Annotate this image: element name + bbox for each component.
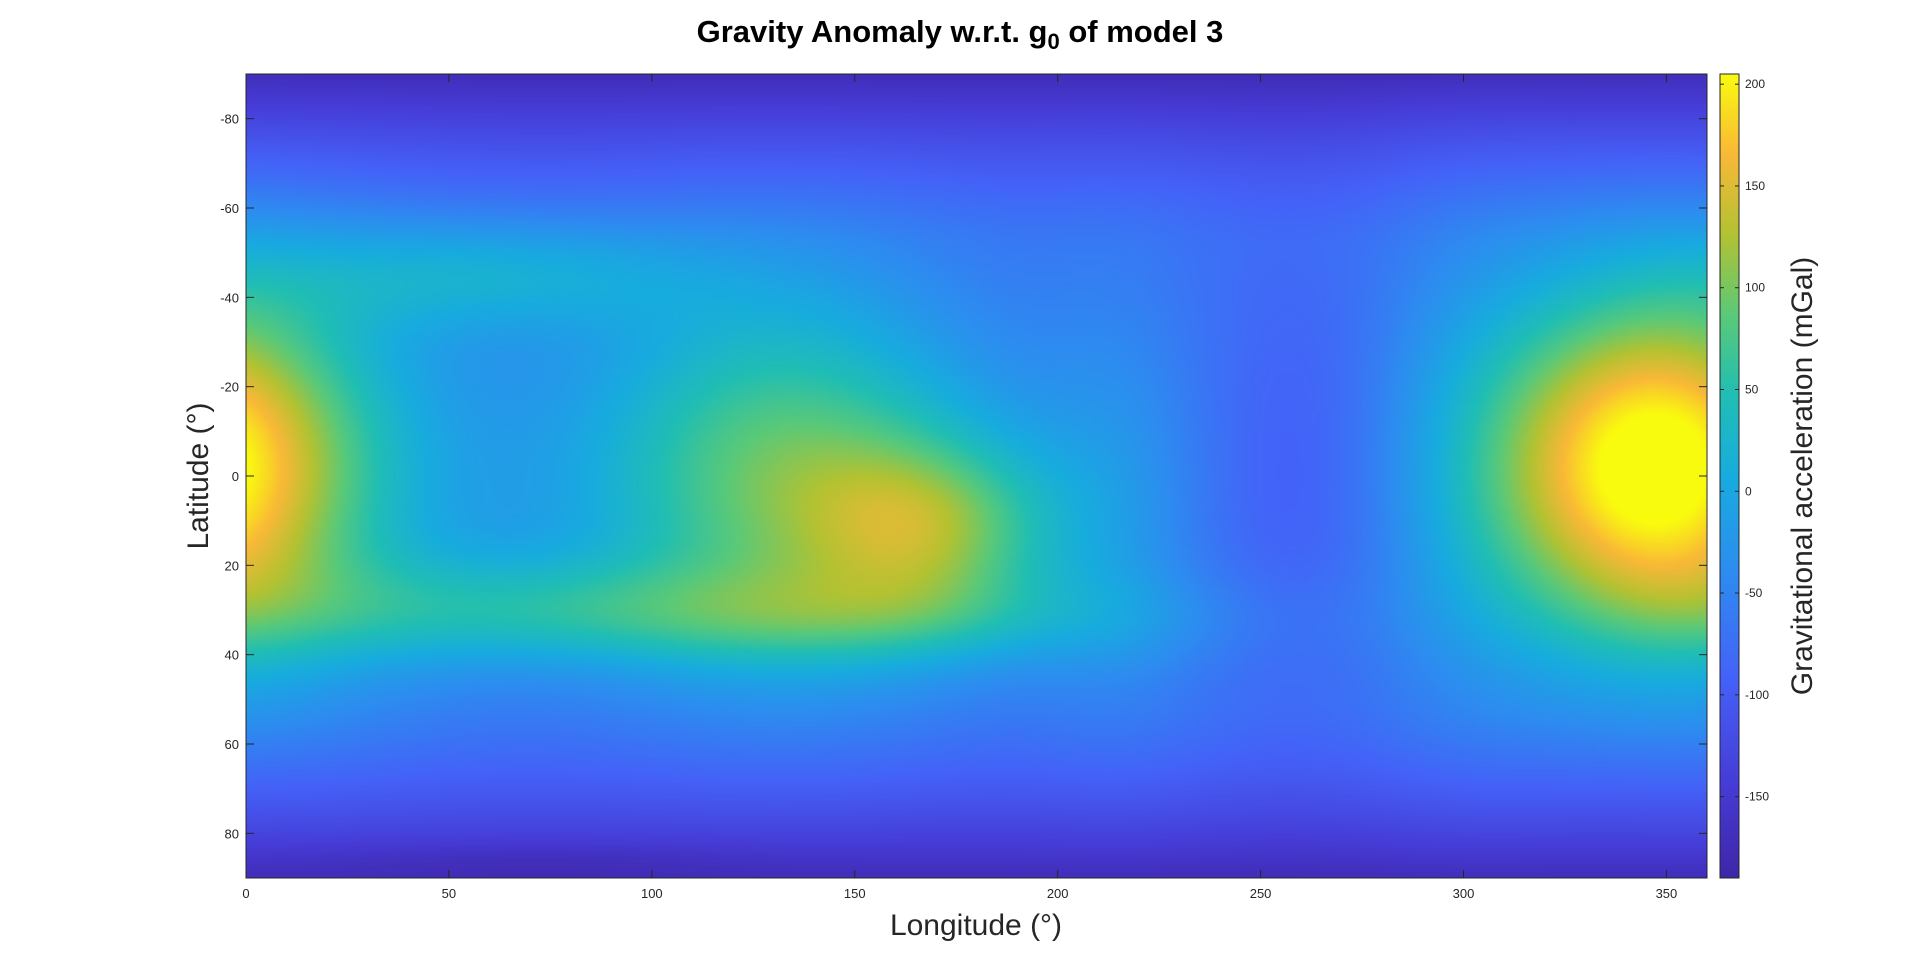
heatmap-image: [246, 74, 1707, 878]
x-axis-label: Longitude (°): [890, 909, 1062, 942]
chart-title-suffix: of model 3: [1059, 14, 1224, 49]
colorbar-ticks: -150 -100 -50 0 50 100 150 200: [1720, 77, 1769, 804]
y-tick-label: -40: [220, 290, 239, 305]
x-tick-label: 200: [1047, 886, 1069, 901]
x-tick-label: 350: [1656, 886, 1678, 901]
y-tick-label: -60: [220, 201, 239, 216]
y-tick-label: 60: [225, 737, 239, 752]
chart-title: Gravity Anomaly w.r.t. g0 of model 3: [0, 14, 1920, 55]
x-axis: 0 50 100 150 200 250 300 350: [242, 74, 1677, 901]
x-tick-label: 0: [242, 886, 249, 901]
colorbar-tick-label: 100: [1745, 281, 1765, 295]
x-tick-label: 150: [844, 886, 866, 901]
colorbar-gradient: [1719, 73, 1740, 879]
colorbar-tick-label: -100: [1745, 688, 1769, 702]
x-tick-label: 100: [641, 886, 663, 901]
x-tick-label: 300: [1453, 886, 1475, 901]
chart-title-main: Gravity Anomaly w.r.t. g: [696, 14, 1048, 49]
y-tick-label: 40: [225, 648, 239, 663]
x-tick-label: 250: [1250, 886, 1272, 901]
y-tick-label: 20: [225, 558, 239, 573]
chart-title-subscript: 0: [1047, 29, 1060, 55]
x-tick-label: 50: [442, 886, 456, 901]
y-tick-label: -80: [220, 112, 239, 127]
y-tick-label: 0: [232, 469, 239, 484]
colorbar-tick-label: -50: [1745, 586, 1763, 600]
colorbar-tick-label: 0: [1745, 484, 1752, 498]
colorbar: -150 -100 -50 0 50 100 150 200: [1719, 73, 1769, 879]
colorbar-tick-label: 200: [1745, 77, 1765, 91]
colorbar-tick-label: 50: [1745, 382, 1759, 396]
y-tick-label: 80: [225, 826, 239, 841]
colorbar-tick-label: -150: [1745, 790, 1769, 804]
colorbar-label: Gravitational acceleration (mGal): [1786, 257, 1819, 696]
heatmap-layer: [246, 74, 1707, 878]
colorbar-tick-label: 150: [1745, 179, 1765, 193]
y-axis: -80 -60 -40 -20 0 20 40 60 80: [220, 112, 1707, 841]
y-tick-label: -20: [220, 380, 239, 395]
y-axis-label: Latitude (°): [182, 402, 215, 549]
